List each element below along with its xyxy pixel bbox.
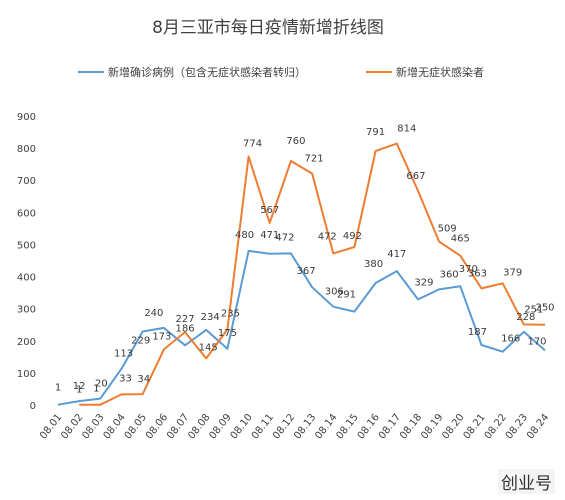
x-tick-label: 08.07: [165, 412, 191, 441]
data-label: 791: [366, 127, 385, 138]
data-label: 472: [275, 232, 294, 243]
data-label: 667: [406, 171, 425, 182]
data-label: 251: [524, 304, 543, 315]
y-axis: 0 100 200 300 400 500 600 700 800 900: [17, 112, 36, 412]
y-tick-label: 500: [17, 240, 36, 251]
data-label: 187: [468, 327, 487, 338]
data-label: 380: [364, 259, 383, 270]
data-label: 170: [527, 336, 546, 347]
data-label: 360: [440, 269, 459, 280]
data-label: 1: [93, 384, 99, 395]
data-label: 229: [131, 335, 150, 346]
data-label: 1: [76, 385, 82, 396]
data-label: 509: [438, 224, 457, 235]
data-label: 367: [297, 266, 316, 277]
data-label: 175: [218, 328, 237, 339]
x-axis: 08.0108.0208.0308.0408.0508.0608.0708.08…: [38, 412, 551, 441]
x-tick-label: 08.24: [525, 412, 551, 441]
data-label: 33: [119, 373, 132, 384]
legend: 新增确诊病例（包含无症状感染者转归） 新增无症状感染者: [78, 65, 484, 79]
data-label: 1: [55, 383, 61, 394]
x-tick-label: 08.23: [504, 412, 530, 441]
x-tick-label: 08.11: [250, 412, 276, 441]
data-label: 567: [260, 205, 279, 216]
series-line-asymptomatic: [79, 142, 546, 406]
data-label: 186: [175, 323, 194, 334]
y-tick-label: 400: [17, 273, 36, 284]
data-label: 234: [201, 312, 220, 323]
data-label: 113: [114, 349, 133, 360]
x-tick-label: 08.06: [144, 412, 170, 441]
data-label: 250: [535, 303, 554, 314]
x-tick-label: 08.14: [313, 412, 339, 441]
y-tick-label: 600: [17, 208, 36, 219]
y-tick-label: 0: [30, 401, 36, 412]
x-tick-label: 08.16: [356, 412, 382, 441]
data-label: 465: [451, 234, 470, 245]
data-label: 363: [468, 268, 487, 279]
data-label: 471: [260, 230, 279, 241]
data-label: 228: [516, 312, 535, 323]
data-label: 235: [221, 309, 240, 320]
x-tick-label: 08.02: [59, 412, 85, 441]
x-tick-label: 08.21: [462, 412, 488, 441]
data-label: 240: [144, 308, 163, 319]
x-tick-label: 08.09: [207, 412, 233, 441]
data-label: 145: [199, 342, 218, 353]
data-label: 472: [318, 231, 337, 242]
y-tick-label: 700: [17, 176, 36, 187]
data-label: 480: [235, 230, 254, 241]
data-label: 12: [73, 381, 86, 392]
data-label: 173: [152, 331, 171, 342]
x-tick-label: 08.08: [186, 412, 212, 441]
legend-label-asymptomatic: 新增无症状感染者: [396, 65, 484, 79]
y-tick-label: 800: [17, 144, 36, 155]
x-tick-label: 08.03: [80, 412, 106, 441]
data-label: 306: [325, 287, 344, 298]
watermark: 创业号: [498, 469, 555, 494]
x-tick-label: 08.10: [229, 412, 255, 441]
series-layer: [57, 142, 546, 406]
y-tick-label: 300: [17, 305, 36, 316]
data-label: 227: [175, 314, 194, 325]
data-label: 417: [387, 249, 406, 260]
data-label: 814: [397, 124, 416, 135]
chart-title: 8月三亚市每日疫情新增折线图: [152, 18, 384, 38]
series-line-confirmed: [57, 249, 546, 406]
data-label: 760: [286, 136, 305, 147]
x-tick-label: 08.04: [102, 412, 128, 441]
y-tick-label: 200: [17, 337, 36, 348]
x-tick-label: 08.18: [398, 412, 424, 441]
data-label: 291: [337, 290, 356, 301]
x-tick-label: 08.13: [292, 412, 318, 441]
data-label: 20: [95, 379, 108, 390]
x-tick-label: 08.12: [271, 412, 297, 441]
data-label: 379: [503, 267, 522, 278]
y-tick-label: 100: [17, 369, 36, 380]
legend-label-confirmed: 新增确诊病例（包含无症状感染者转归）: [108, 65, 306, 79]
x-tick-label: 08.05: [123, 412, 149, 441]
x-tick-label: 08.01: [38, 412, 64, 441]
x-tick-label: 08.22: [483, 412, 509, 441]
data-label: 329: [414, 277, 433, 288]
data-label: 492: [343, 231, 362, 242]
data-label: 370: [459, 264, 478, 275]
y-tick-label: 900: [17, 112, 36, 123]
x-tick-label: 08.20: [440, 412, 466, 441]
data-label: 721: [305, 153, 324, 164]
x-tick-label: 08.15: [334, 412, 360, 441]
data-label: 34: [137, 374, 150, 385]
data-label: 774: [243, 138, 262, 149]
x-tick-label: 08.19: [419, 412, 445, 441]
x-tick-label: 08.17: [377, 412, 403, 441]
data-label: 166: [501, 334, 520, 345]
